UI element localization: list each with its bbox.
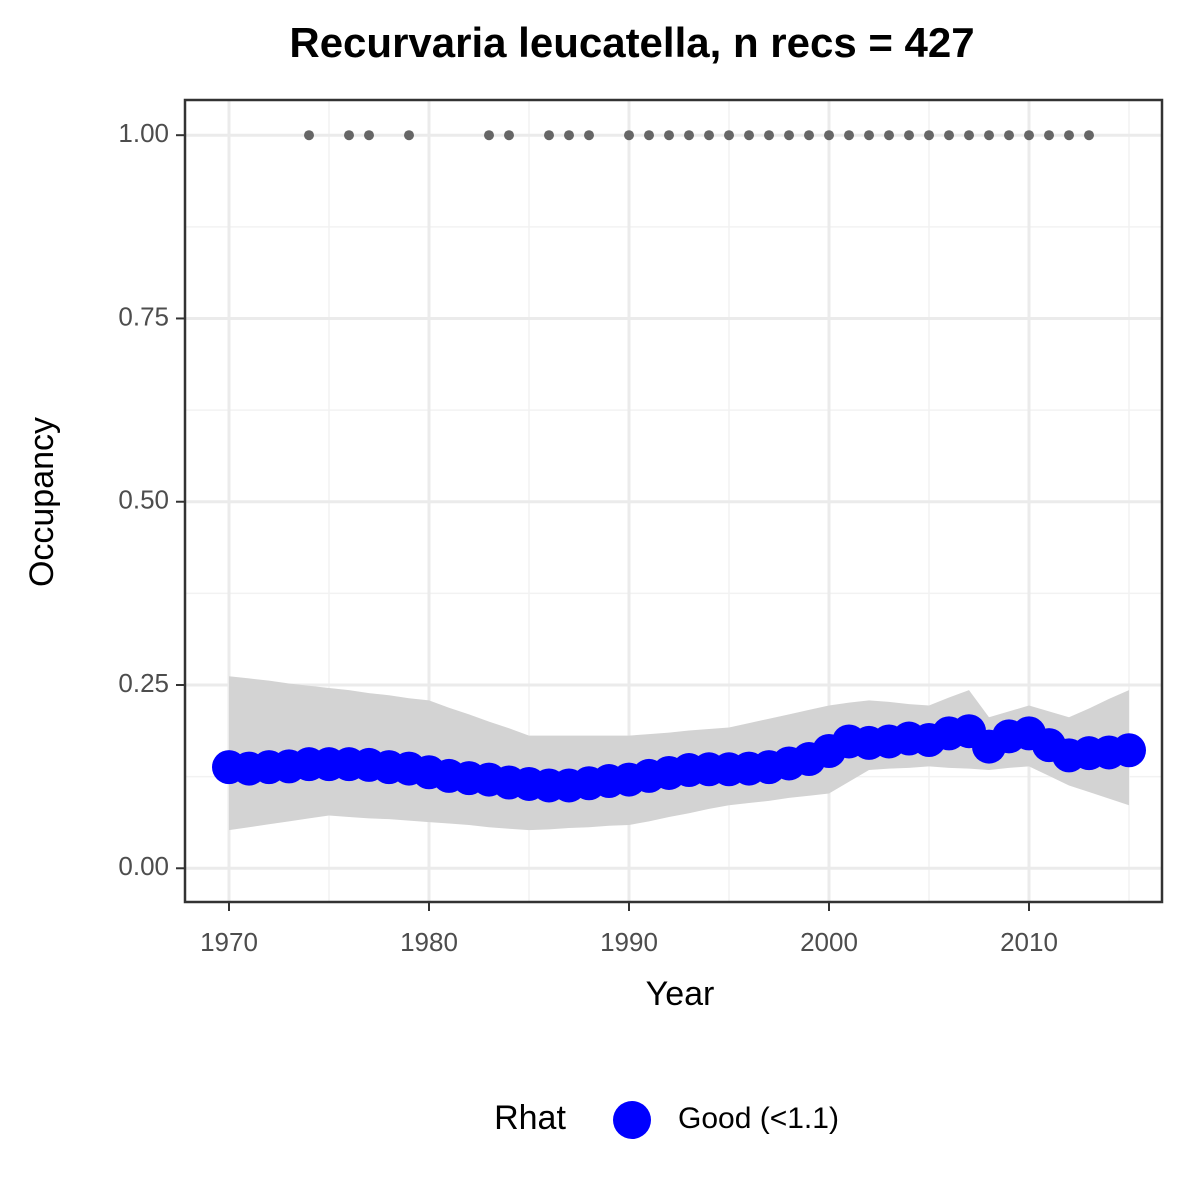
record-dot: [944, 130, 954, 141]
x-tick-label: 2010: [1000, 927, 1058, 957]
x-tick-label: 1980: [400, 927, 458, 957]
record-dot: [544, 130, 554, 141]
record-dot: [364, 130, 374, 141]
legend-title: Rhat: [494, 1099, 566, 1137]
legend-swatch: [613, 1101, 651, 1139]
record-dot: [584, 130, 594, 141]
y-tick-label: 0.50: [118, 485, 169, 515]
record-dot: [624, 130, 634, 141]
y-tick-label: 0.00: [118, 851, 169, 881]
y-tick-label: 0.75: [118, 301, 169, 331]
record-dot: [804, 130, 814, 141]
record-dot: [404, 130, 414, 141]
record-dot: [704, 130, 714, 141]
plot-area: 0.00 0.25 0.50 0.75 1.00 1970 1980 1990 2000 2010: [118, 98, 1164, 957]
record-dot: [904, 130, 914, 141]
x-axis-label: Year: [646, 975, 715, 1013]
record-dot: [744, 130, 754, 141]
record-dot: [664, 130, 674, 141]
record-dot: [1064, 130, 1074, 141]
record-dot: [1084, 130, 1094, 141]
record-dot: [784, 130, 794, 141]
y-axis-label: Occupancy: [23, 417, 61, 587]
record-dot: [684, 130, 694, 141]
chart-title: Recurvaria leucatella, n recs = 427: [289, 19, 974, 66]
y-tick-label: 0.25: [118, 668, 169, 698]
record-dot: [844, 130, 854, 141]
record-dot: [884, 130, 894, 141]
occupancy-point: [1112, 733, 1146, 768]
x-tick-label: 1970: [200, 927, 258, 957]
record-dot: [304, 130, 314, 141]
record-dot: [1004, 130, 1014, 141]
record-dot: [724, 130, 734, 141]
record-dot: [484, 130, 494, 141]
y-tick-label: 1.00: [118, 118, 169, 148]
x-tick-label: 1990: [600, 927, 658, 957]
record-dot: [864, 130, 874, 141]
x-tick-label: 2000: [800, 927, 858, 957]
record-dot: [1024, 130, 1034, 141]
legend-label: Good (<1.1): [678, 1102, 839, 1135]
record-dot: [344, 130, 354, 141]
record-dot: [504, 130, 514, 141]
record-dot: [824, 130, 834, 141]
record-dot: [764, 130, 774, 141]
record-dot: [924, 130, 934, 141]
record-dot: [984, 130, 994, 141]
plot-border: [183, 98, 1164, 904]
record-dot: [644, 130, 654, 141]
record-dot: [1044, 130, 1054, 141]
record-dot: [964, 130, 974, 141]
record-dot: [564, 130, 574, 141]
